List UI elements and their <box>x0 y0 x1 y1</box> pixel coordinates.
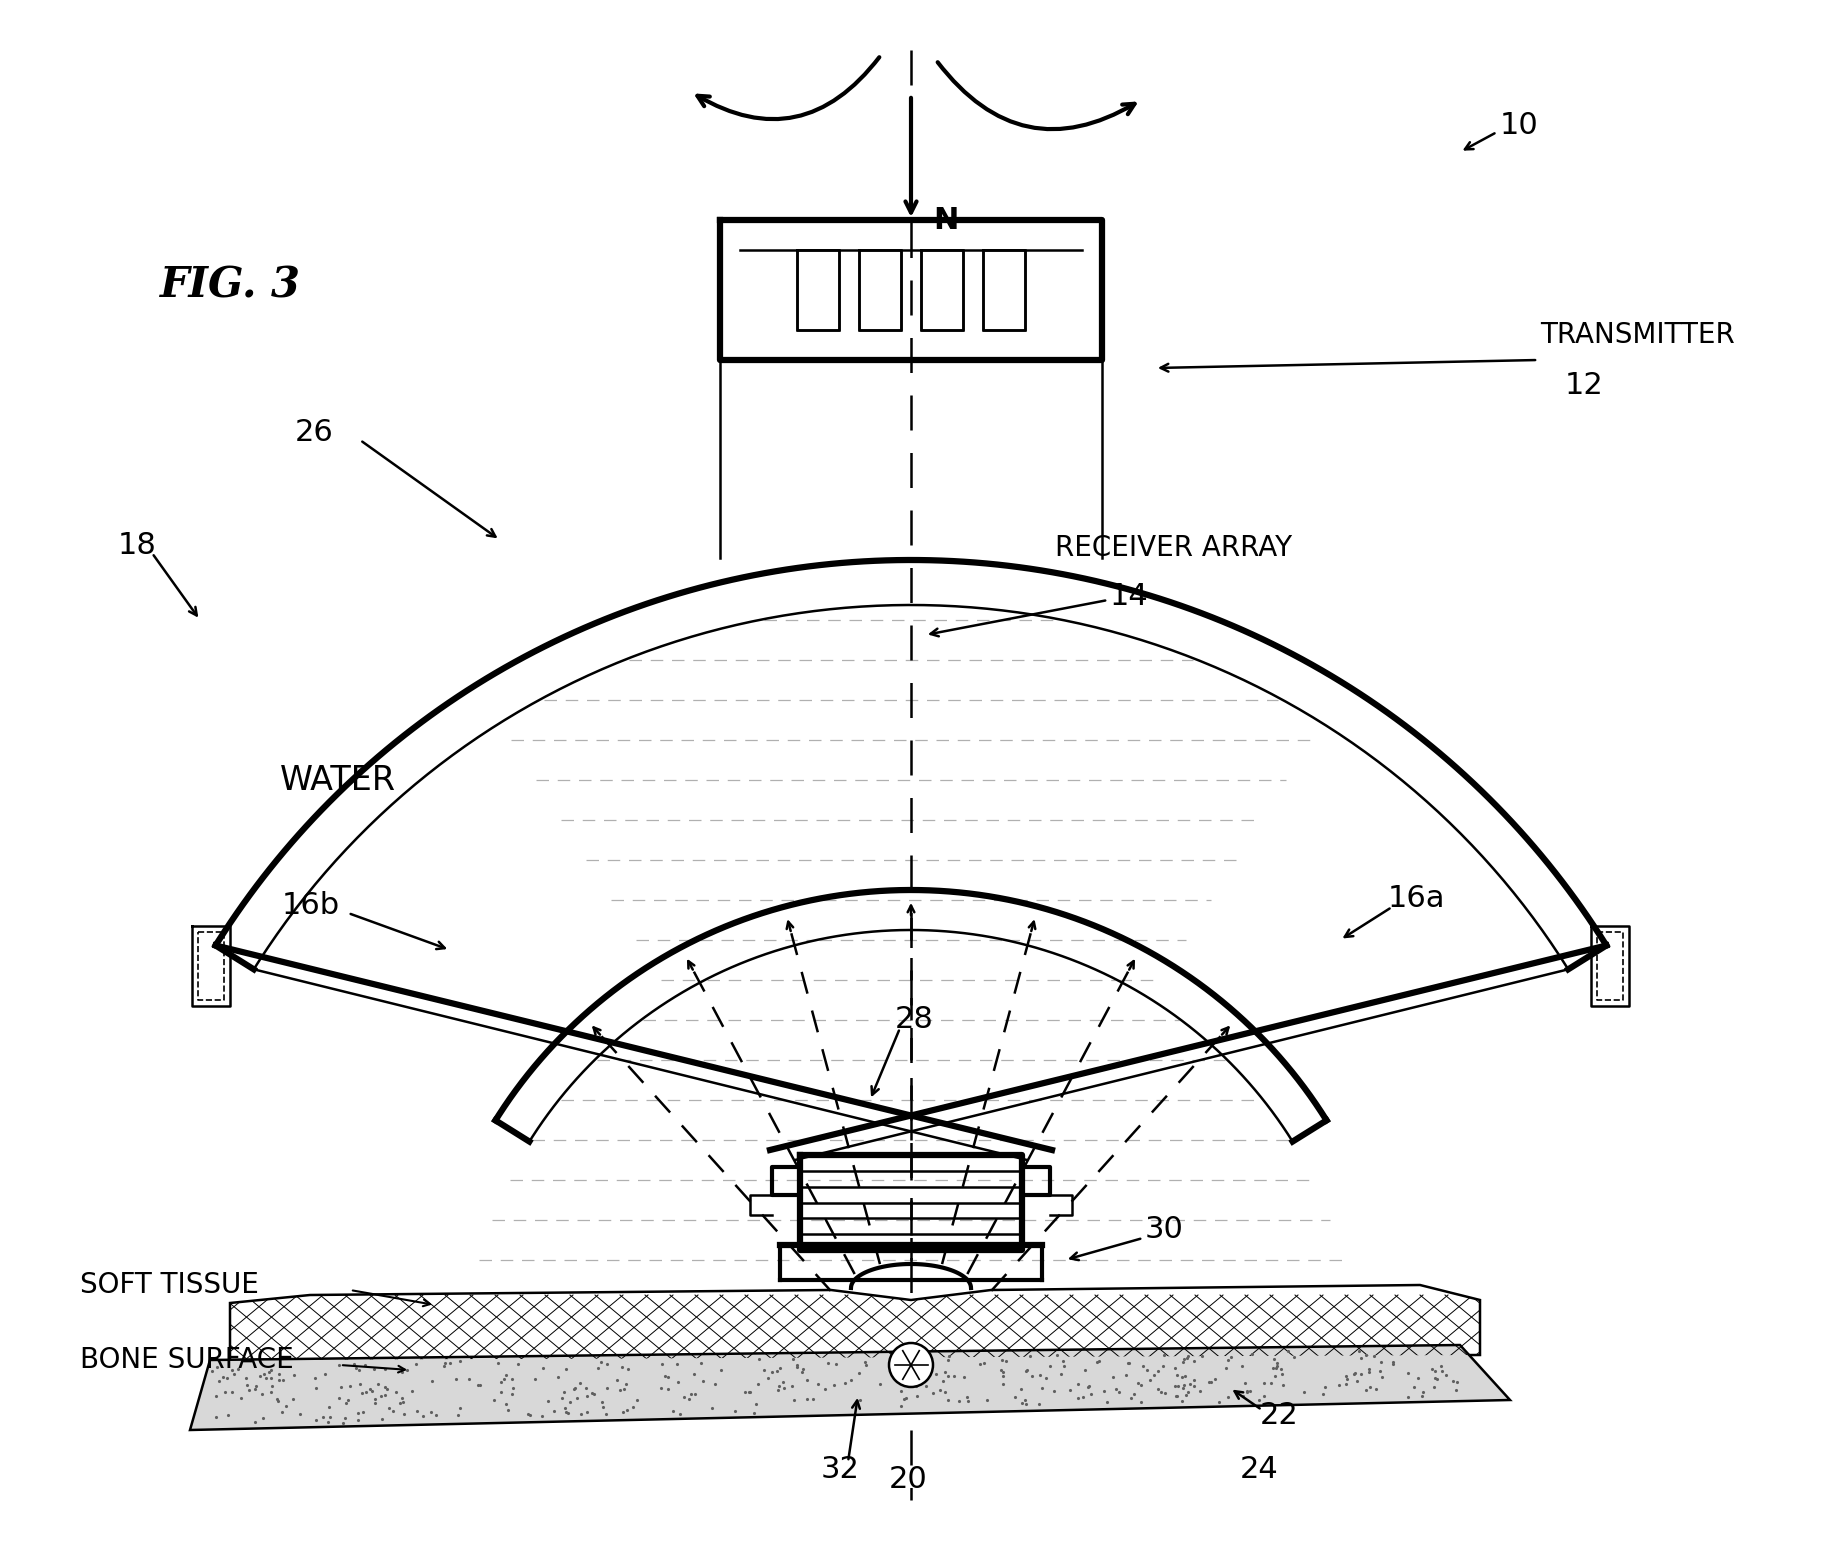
Text: SOFT TISSUE: SOFT TISSUE <box>80 1271 259 1299</box>
Text: 28: 28 <box>895 1006 935 1035</box>
Bar <box>984 249 1026 331</box>
Text: 14: 14 <box>1110 582 1148 611</box>
Text: 10: 10 <box>1500 111 1540 139</box>
Text: N: N <box>933 206 958 234</box>
Text: FIG. 3: FIG. 3 <box>160 263 301 306</box>
Text: 32: 32 <box>820 1456 860 1484</box>
Text: TRANSMITTER: TRANSMITTER <box>1540 321 1735 349</box>
Text: 18: 18 <box>118 530 157 560</box>
Text: 16a: 16a <box>1388 884 1445 912</box>
Polygon shape <box>230 1285 1479 1359</box>
Text: 24: 24 <box>1241 1456 1279 1484</box>
Circle shape <box>889 1342 933 1388</box>
Polygon shape <box>189 1345 1510 1430</box>
Bar <box>858 249 902 331</box>
Text: WATER: WATER <box>281 764 395 797</box>
Text: 22: 22 <box>1261 1400 1299 1430</box>
Text: 16b: 16b <box>282 890 341 920</box>
Text: 20: 20 <box>889 1465 927 1495</box>
Text: BONE SURFACE: BONE SURFACE <box>80 1345 293 1373</box>
Bar <box>920 249 964 331</box>
Text: 26: 26 <box>295 418 333 446</box>
Text: 30: 30 <box>1144 1216 1184 1244</box>
Bar <box>796 249 838 331</box>
Text: RECEIVER ARRAY: RECEIVER ARRAY <box>1055 535 1292 561</box>
Text: 12: 12 <box>1565 371 1603 399</box>
